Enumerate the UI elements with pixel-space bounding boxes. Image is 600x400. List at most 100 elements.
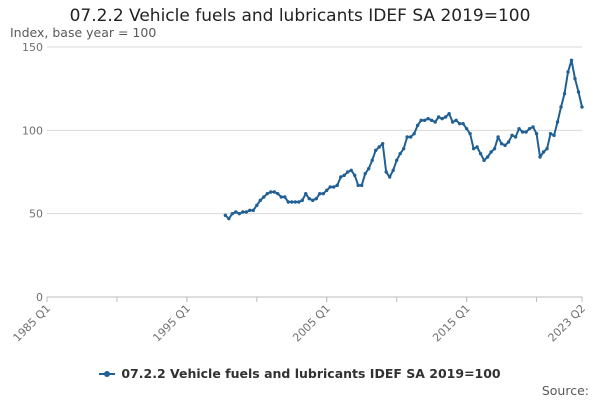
data-point [506,140,511,144]
data-point [443,115,448,119]
data-point [318,191,322,196]
data-point [538,155,542,159]
data-point [520,130,525,134]
legend[interactable]: 07.2.2 Vehicle fuels and lubricants IDEF… [0,366,600,381]
data-point [436,115,441,119]
data-point [307,196,311,201]
data-point [429,118,434,123]
legend-label: 07.2.2 Vehicle fuels and lubricants IDEF… [121,366,501,381]
data-point [426,116,430,121]
data-point [496,135,500,139]
data-point [248,208,252,213]
data-point [251,208,256,213]
data-point [328,185,332,189]
data-point [380,141,385,146]
data-point [405,135,409,139]
data-point [562,91,567,96]
data-point [325,188,329,193]
x-tick-label: 2015 Q1 [430,302,473,345]
data-point [230,211,235,216]
data-point [286,200,290,204]
data-point [457,121,462,126]
data-point [408,135,413,139]
data-point [471,146,476,151]
x-tick-label: 2005 Q1 [290,302,333,345]
data-point [300,198,304,203]
data-point [492,146,497,151]
data-point [373,148,378,153]
data-point [377,145,381,149]
data-point [482,158,486,163]
data-point [346,170,350,174]
data-point [360,183,364,188]
data-point [573,76,577,81]
data-point [339,175,343,179]
data-point [461,121,465,126]
data-point [311,198,315,203]
data-point [433,120,437,124]
chart-title: 07.2.2 Vehicle fuels and lubricants IDEF… [69,6,531,26]
data-point [353,173,357,178]
data-point [419,118,423,123]
data-point [304,191,308,196]
data-point [241,210,245,214]
data-point [223,213,228,218]
data-point [485,155,490,159]
data-point [356,183,360,188]
data-point [513,135,518,139]
data-point [541,150,546,154]
x-tick-label: 1995 Q1 [150,302,193,345]
data-point [258,198,263,203]
data-point [387,175,392,179]
data-point [468,131,472,136]
data-point [454,118,458,123]
data-point [412,131,416,136]
data-point [265,191,269,196]
data-point [464,126,469,131]
data-point [559,105,563,109]
data-point [227,216,231,221]
data-point [297,200,301,204]
legend-line-marker-icon [99,370,116,377]
data-point [272,190,276,194]
data-point [401,146,406,151]
data-point [552,133,556,138]
data-point [366,166,371,171]
data-point [545,146,549,151]
data-point [314,196,318,201]
data-point [555,120,560,124]
data-point [269,190,273,194]
data-point [332,185,336,189]
data-point [262,195,266,199]
data-point [510,133,514,138]
data-point [398,151,402,156]
data-point [580,105,584,109]
data-point [290,200,294,204]
data-point [450,120,455,124]
y-tick-label: 150 [22,41,43,54]
data-point [335,183,339,188]
y-tick-label: 50 [29,208,43,221]
data-point [237,211,242,216]
data-point [244,210,249,214]
data-point [234,210,238,214]
data-point [503,143,507,148]
data-point [279,195,283,199]
y-axis-unit-label: Index, base year = 100 [10,25,157,40]
data-point [391,168,395,173]
data-point [499,141,504,146]
y-tick-label: 0 [36,291,43,304]
data-point [489,150,493,154]
data-point [349,168,353,173]
data-point [255,203,259,208]
data-point [569,58,574,63]
data-point [293,200,297,204]
data-point [422,118,427,123]
data-point [415,123,420,128]
data-point [478,151,483,156]
x-tick-label: 1985 Q1 [11,302,54,345]
data-point [440,116,444,121]
source-label: Source: [541,383,589,398]
data-point [321,191,325,196]
